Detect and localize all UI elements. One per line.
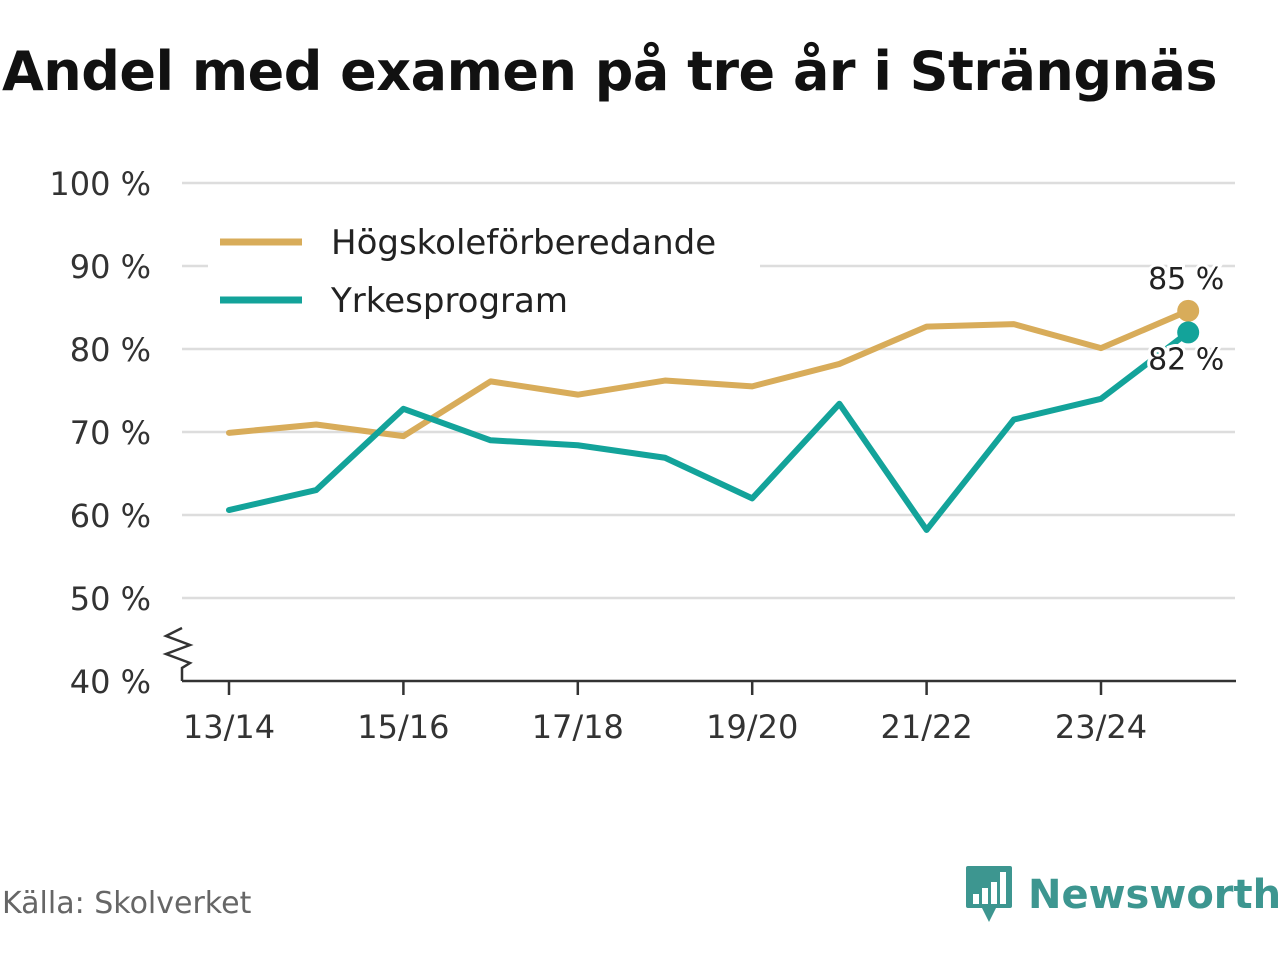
end-marker-1	[1177, 321, 1200, 344]
end-label-0: 85 %	[1148, 262, 1224, 297]
end-label-1: 82 %	[1148, 342, 1224, 377]
x-tick-label-23/24: 23/24	[1055, 708, 1147, 746]
chart-title: Andel med examen på tre år i Strängnäs	[2, 40, 1218, 103]
source-note: Källa: Skolverket	[2, 886, 252, 921]
end-marker-0	[1177, 299, 1200, 322]
series-line-1	[226, 329, 1192, 533]
legend-label-1: Yrkesprogram	[330, 281, 568, 321]
x-tick-label-13/14: 13/14	[183, 708, 275, 746]
newsworthy-logo-icon	[966, 866, 1012, 922]
series-line-0	[226, 307, 1192, 440]
y-tick-label-70: 70 %	[70, 414, 151, 452]
y-tick-label-90: 90 %	[70, 248, 151, 286]
x-tick-label-15/16: 15/16	[357, 708, 449, 746]
y-tick-label-60: 60 %	[70, 497, 151, 535]
series-lines	[226, 307, 1192, 533]
legend: Högskoleförberedande Yrkesprogram	[208, 212, 760, 321]
y-tick-label-40: 40 %	[70, 663, 151, 701]
x-tick-label-21/22: 21/22	[880, 708, 972, 746]
legend-label-0: Högskoleförberedande	[331, 223, 716, 263]
brand-name: Newsworthy	[1028, 872, 1280, 918]
y-axis-break-icon	[162, 626, 194, 681]
brand-logo: Newsworthy	[964, 864, 1280, 926]
y-tick-label-50: 50 %	[70, 580, 151, 618]
x-tick-label-17/18: 17/18	[532, 708, 624, 746]
y-axis-ticks: 100 % 90 % 80 % 70 % 60 % 50 % 40 %	[49, 165, 151, 701]
x-tick-label-19/20: 19/20	[706, 708, 798, 746]
x-axis: 13/14 15/16 17/18 19/20 21/22 23/24	[162, 626, 1236, 746]
y-tick-label-100: 100 %	[49, 165, 151, 203]
y-tick-label-80: 80 %	[70, 331, 151, 369]
end-labels: 85 % 82 %	[1145, 259, 1227, 381]
